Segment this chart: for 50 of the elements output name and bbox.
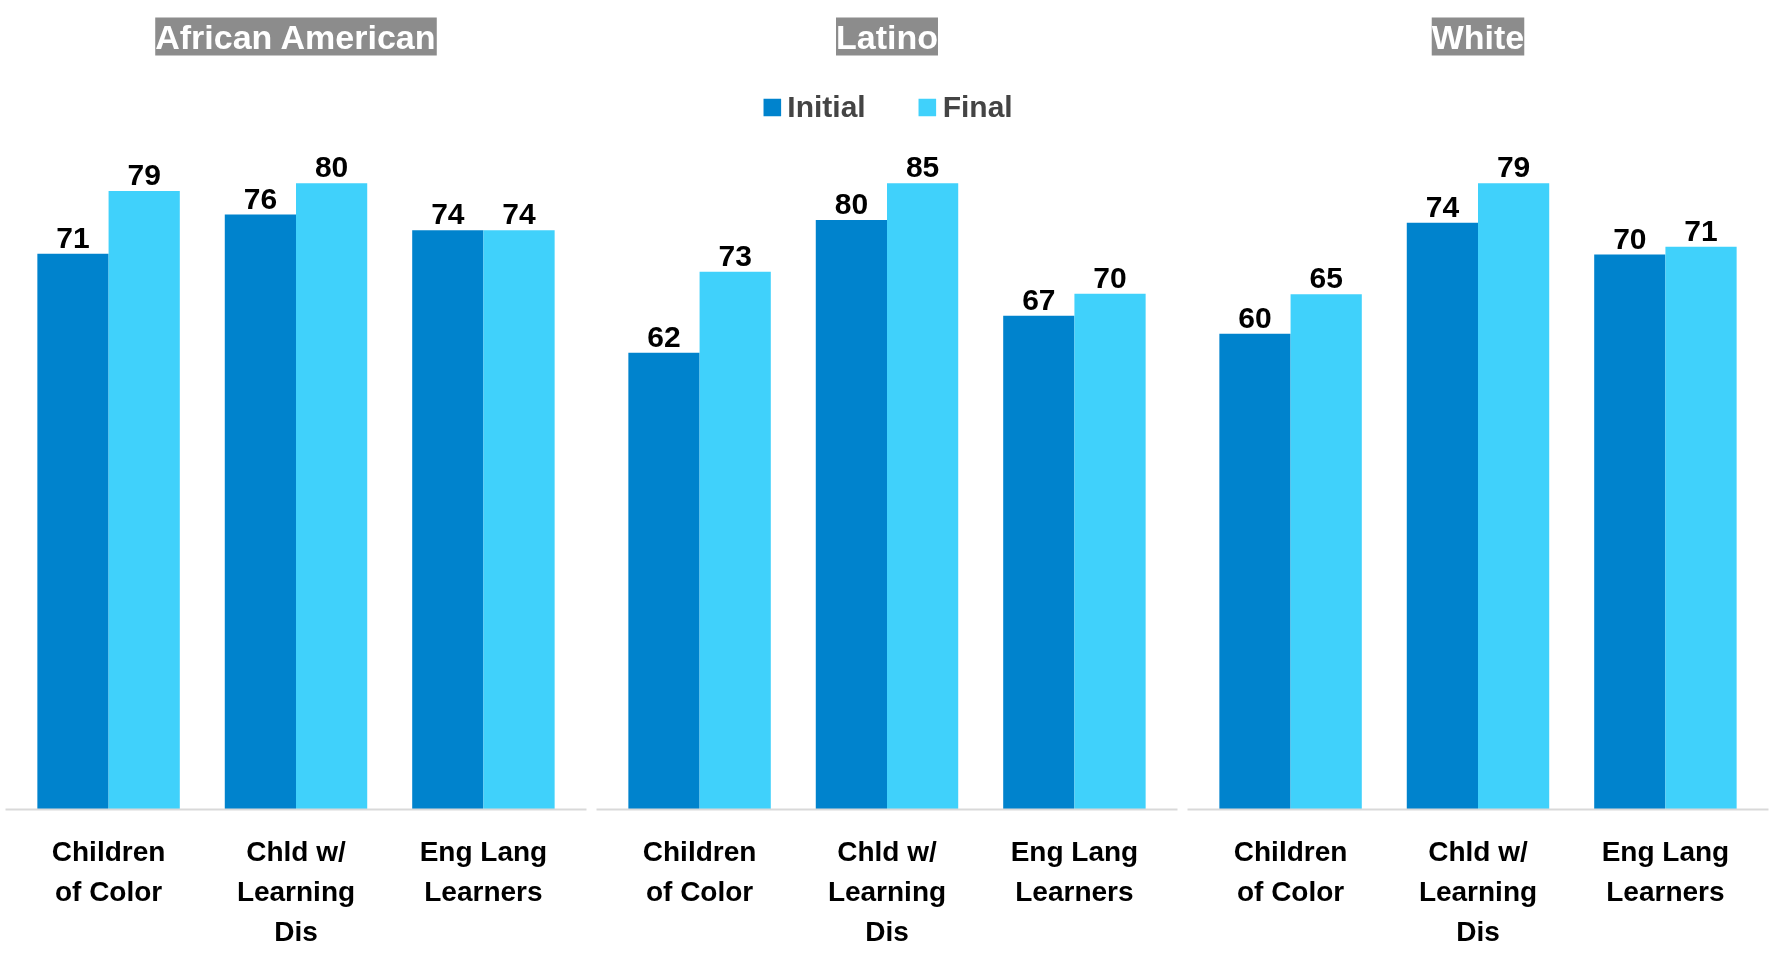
chart-title: White [1431,17,1525,56]
x-tick-label: Chld w/ Learning Dis [236,835,356,948]
bar [37,253,109,810]
bar [296,183,368,810]
data-label: 73 [718,238,752,272]
bar [628,352,700,810]
data-label: 74 [431,197,465,231]
data-label: 79 [1496,150,1531,184]
data-label: 85 [905,150,940,184]
x-tick-label: Children of Color [1233,835,1348,907]
data-label: 65 [1309,261,1343,295]
bar [412,230,484,810]
bar [1594,254,1666,810]
x-tick-label: Chld w/ Learning Dis [1418,835,1538,948]
bar [699,271,771,810]
x-tick-label: Children of Color [642,835,757,907]
bar [224,214,296,810]
bar [1406,222,1478,810]
data-label: 60 [1238,300,1272,334]
data-label: 67 [1022,282,1056,316]
data-label: 80 [314,150,349,184]
chart-title: Latino [836,17,938,56]
bar [887,183,959,810]
chart-title: African American [155,17,436,56]
bar [483,230,555,810]
data-label: 79 [127,158,161,192]
data-label: 71 [56,220,90,254]
x-tick-label: Children of Color [51,835,166,907]
data-label: 80 [834,187,869,221]
data-label: 71 [1684,213,1718,247]
x-tick-label: Eng Lang Learners [1601,835,1730,907]
data-label: 70 [1613,221,1647,255]
data-label: 70 [1093,260,1127,294]
bar [1478,183,1550,810]
bar [815,220,887,810]
bar [1074,293,1146,810]
data-label: 76 [243,181,278,215]
data-label: 74 [1425,189,1460,223]
data-label: 74 [502,197,537,231]
x-tick-label: Eng Lang Learners [1010,835,1139,907]
x-tick-label: Chld w/ Learning Dis [827,835,947,948]
bar [1290,294,1362,810]
x-tick-label: Eng Lang Learners [419,835,548,907]
legend-label: Initial [787,90,866,124]
legend-label: Final [942,90,1013,124]
bar [108,191,180,810]
bar [1219,333,1291,810]
data-label: 62 [647,319,681,353]
bar [1665,246,1737,810]
bar [1003,315,1075,810]
